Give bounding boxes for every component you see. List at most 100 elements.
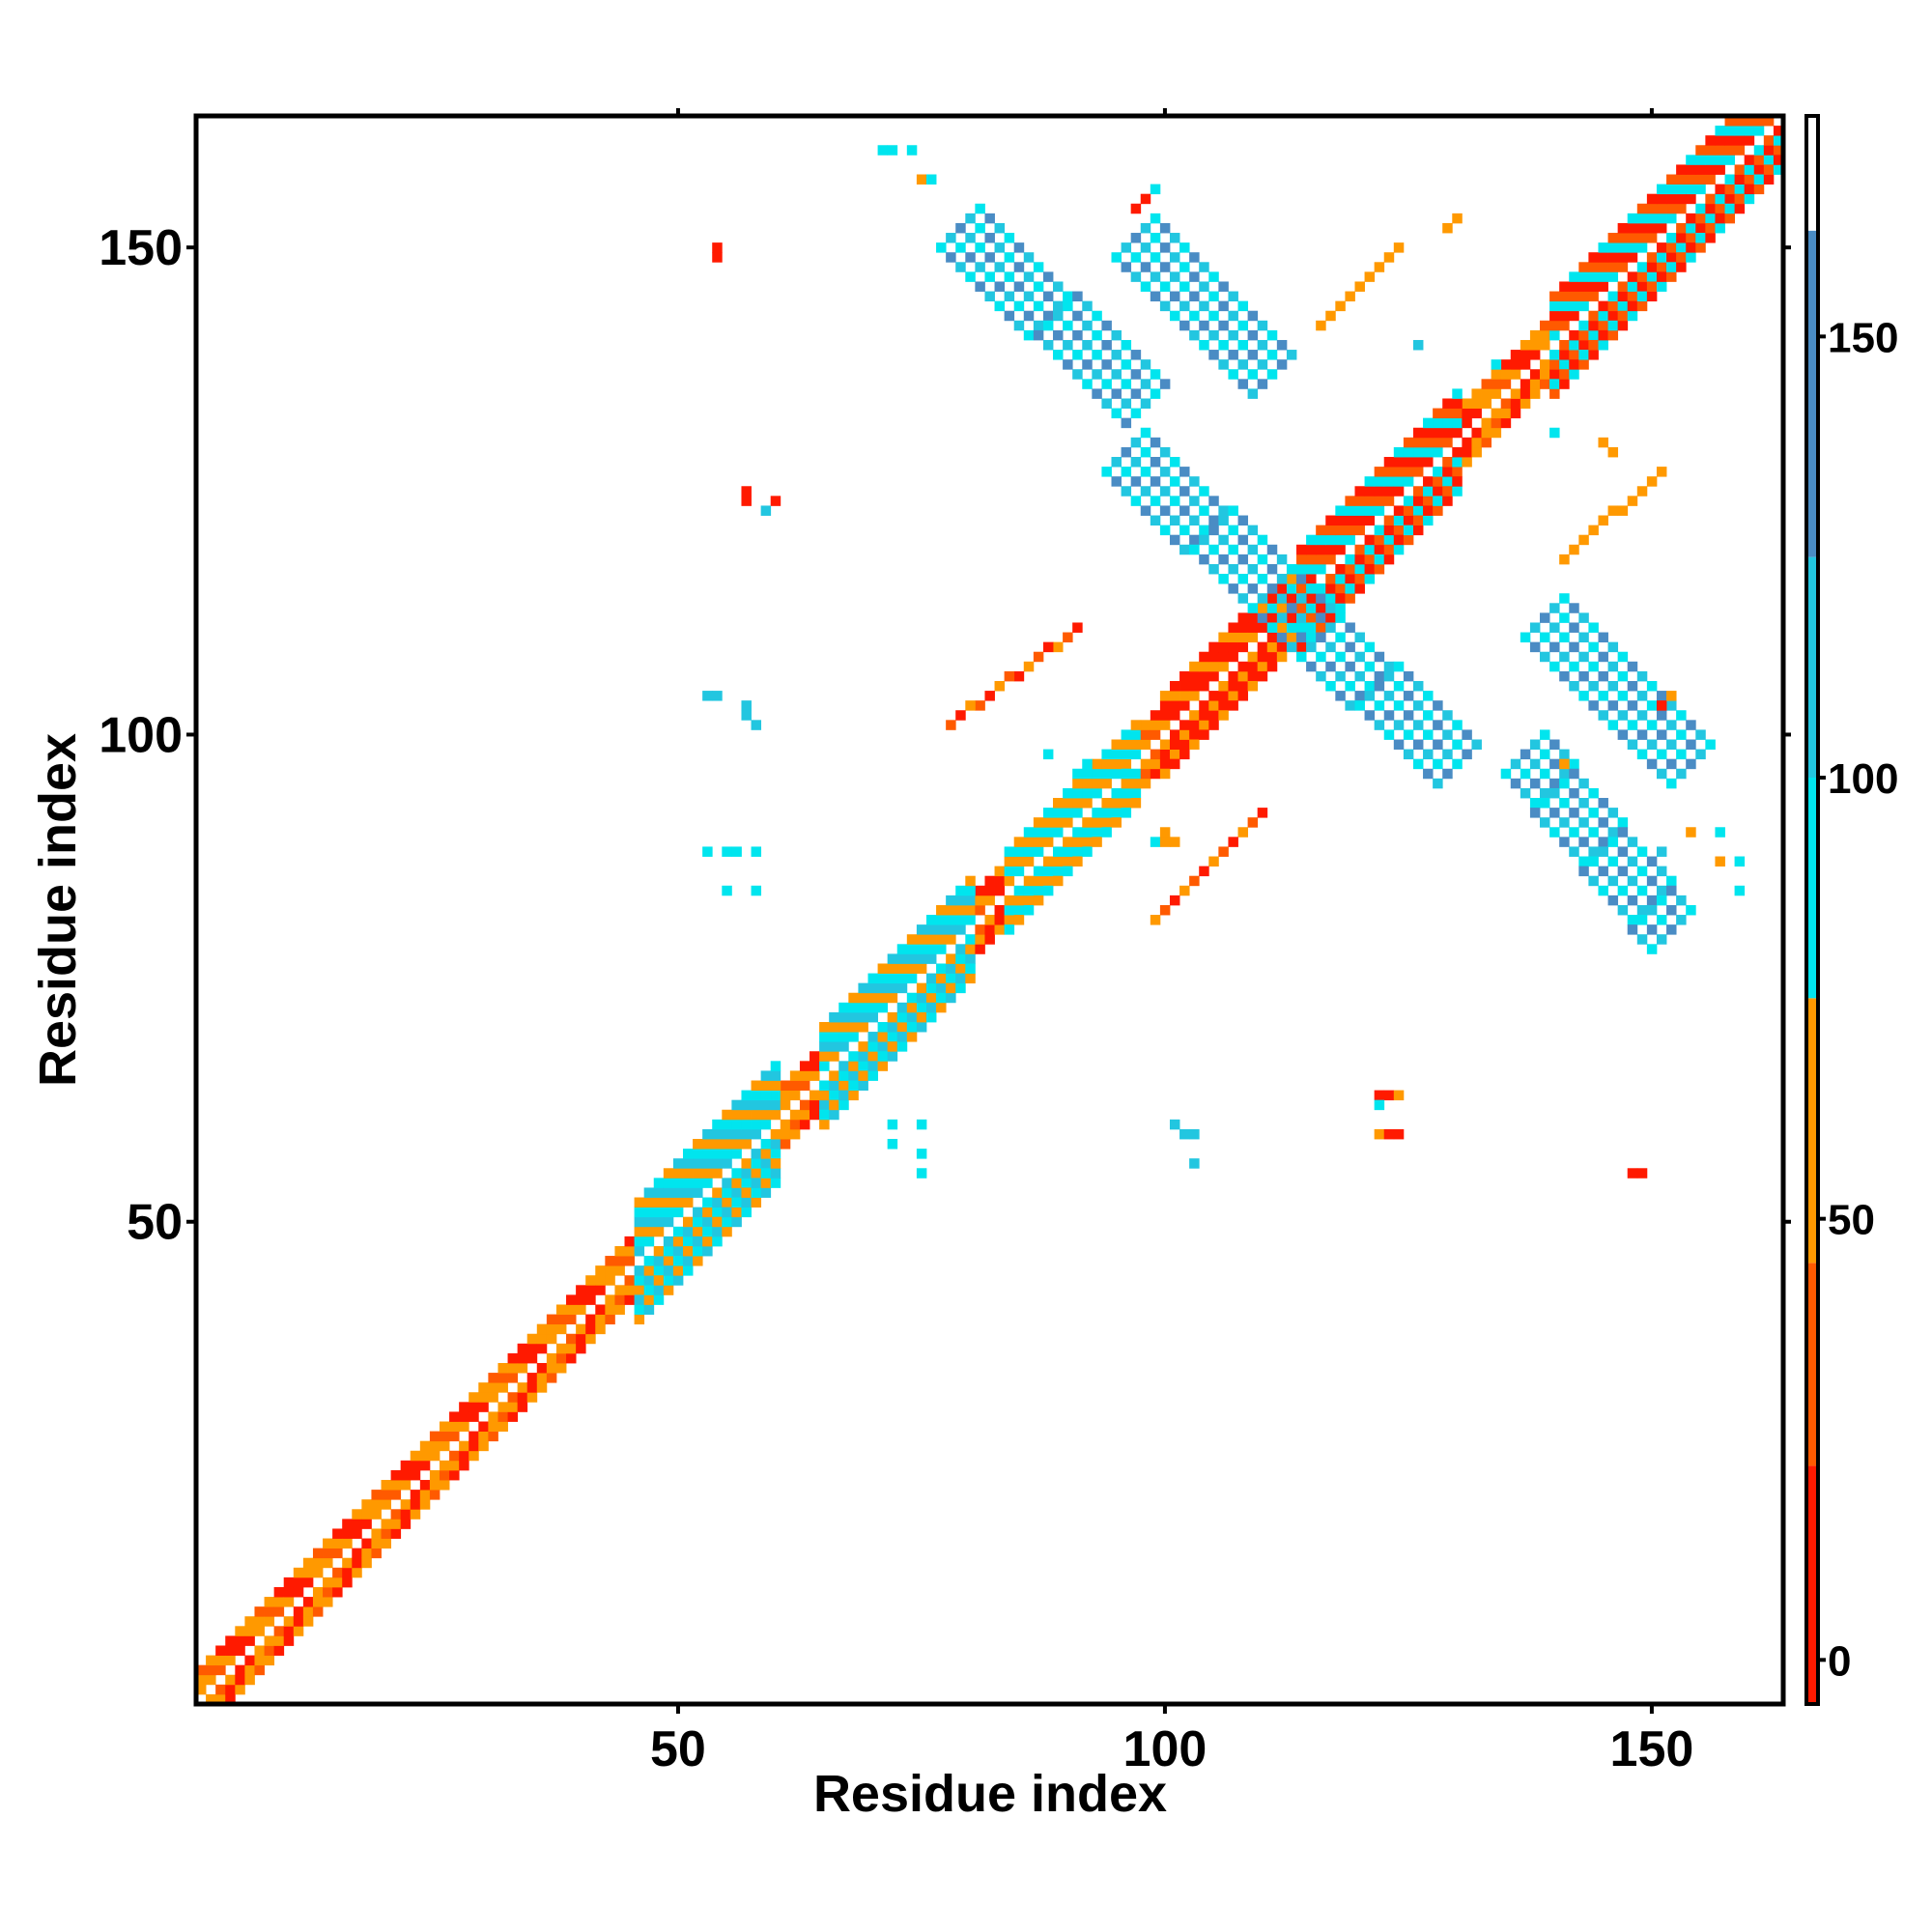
heatmap-cell — [1159, 749, 1171, 760]
heatmap-cell — [1433, 758, 1443, 770]
heatmap-cell — [819, 1080, 830, 1091]
heatmap-cell — [400, 1509, 412, 1520]
heatmap-cell — [702, 1158, 713, 1169]
heatmap-cell — [1423, 446, 1434, 458]
heatmap-cell — [312, 1557, 324, 1569]
heatmap-cell — [1549, 739, 1560, 750]
heatmap-cell — [770, 1090, 781, 1101]
heatmap-cell — [722, 1128, 732, 1140]
heatmap-cell — [283, 1616, 295, 1627]
heatmap-cell — [672, 1187, 684, 1198]
heatmap-cell — [702, 1128, 713, 1140]
heatmap-cell — [1140, 379, 1151, 389]
heatmap-cell — [810, 1051, 820, 1062]
heatmap-cell — [235, 1626, 245, 1636]
heatmap-cell — [722, 1187, 732, 1198]
heatmap-cell — [1013, 320, 1025, 331]
heatmap-cell — [1433, 505, 1443, 516]
heatmap-cell — [887, 953, 898, 964]
heatmap-cell — [1753, 145, 1765, 156]
heatmap-cell — [712, 1139, 723, 1150]
heatmap-cell — [1364, 544, 1376, 555]
heatmap-cell — [712, 1226, 723, 1237]
colorbar-band — [1806, 998, 1818, 1264]
heatmap-cell — [1042, 291, 1054, 302]
heatmap-cell — [975, 242, 985, 253]
heatmap-cell — [634, 1265, 645, 1276]
heatmap-cell — [1656, 895, 1667, 906]
heatmap-cell — [419, 1460, 431, 1471]
heatmap-cell — [1247, 388, 1259, 399]
heatmap-cell — [419, 1490, 431, 1500]
heatmap-cell — [1208, 271, 1219, 282]
heatmap-cell — [1179, 739, 1190, 750]
heatmap-cell — [1364, 476, 1376, 487]
heatmap-cell — [1063, 291, 1073, 302]
heatmap-cell — [672, 1256, 684, 1266]
heatmap-cell — [1578, 856, 1589, 867]
heatmap-cell — [1228, 641, 1238, 653]
heatmap-cell — [381, 1538, 391, 1549]
heatmap-cell — [555, 1343, 567, 1354]
heatmap-cell — [1646, 924, 1658, 935]
heatmap-cell — [693, 1236, 703, 1247]
heatmap-cell — [712, 242, 723, 253]
heatmap-cell — [1393, 1090, 1405, 1101]
heatmap-cell — [916, 1011, 927, 1023]
heatmap-cell — [1169, 457, 1180, 468]
heatmap-cell — [1433, 700, 1443, 711]
heatmap-cell — [906, 145, 918, 156]
heatmap-cell — [1208, 525, 1219, 536]
heatmap-cell — [1705, 213, 1716, 224]
heatmap-cell — [672, 1226, 684, 1237]
heatmap-cell — [1140, 427, 1151, 439]
heatmap-cell — [614, 1285, 625, 1295]
heatmap-cell — [1412, 486, 1424, 497]
heatmap-cell — [1159, 486, 1171, 497]
heatmap-cell — [1092, 329, 1102, 341]
heatmap-cell — [273, 1645, 285, 1656]
heatmap-cell — [1374, 563, 1385, 575]
heatmap-cell — [1540, 369, 1550, 380]
heatmap-cell — [1042, 837, 1054, 847]
heatmap-cell — [1627, 915, 1638, 925]
heatmap-cell — [1111, 749, 1122, 760]
heatmap-cell — [1559, 339, 1570, 351]
heatmap-cell — [1159, 262, 1171, 272]
heatmap-cell — [1053, 310, 1064, 322]
heatmap-cell — [1101, 749, 1112, 760]
heatmap-cell — [429, 1469, 440, 1481]
colorbar-band — [1806, 1465, 1818, 1704]
heatmap-cell — [1559, 554, 1570, 565]
heatmap-cell — [1345, 291, 1355, 302]
heatmap-cell — [1374, 720, 1385, 730]
heatmap-cell — [1656, 184, 1667, 195]
heatmap-cell — [1423, 437, 1434, 448]
heatmap-cell — [585, 1314, 596, 1325]
heatmap-cell — [1520, 388, 1531, 399]
heatmap-cell — [1150, 515, 1161, 526]
heatmap-cell — [1121, 486, 1132, 497]
heatmap-cell — [1199, 525, 1209, 536]
heatmap-cell — [555, 1352, 567, 1364]
heatmap-cell — [1033, 817, 1044, 828]
heatmap-cell — [1092, 758, 1102, 770]
heatmap-cell — [1033, 846, 1044, 857]
heatmap-cell — [469, 1431, 479, 1442]
heatmap-cell — [1588, 787, 1599, 799]
heatmap-cell — [702, 1149, 713, 1159]
heatmap-cell — [1724, 203, 1735, 214]
heatmap-cell — [1734, 203, 1746, 214]
heatmap-cell — [1549, 388, 1560, 399]
heatmap-cell — [390, 1480, 402, 1491]
heatmap-cell — [497, 1382, 508, 1393]
heatmap-cell — [1559, 359, 1570, 370]
heatmap-cell — [1179, 729, 1190, 740]
heatmap-cell — [1500, 398, 1512, 409]
heatmap-cell — [984, 915, 995, 925]
heatmap-cell — [838, 1099, 849, 1111]
heatmap-cell — [478, 1431, 489, 1442]
heatmap-cell — [1383, 534, 1395, 546]
heatmap-cell — [770, 1168, 781, 1179]
heatmap-cell — [925, 944, 937, 954]
